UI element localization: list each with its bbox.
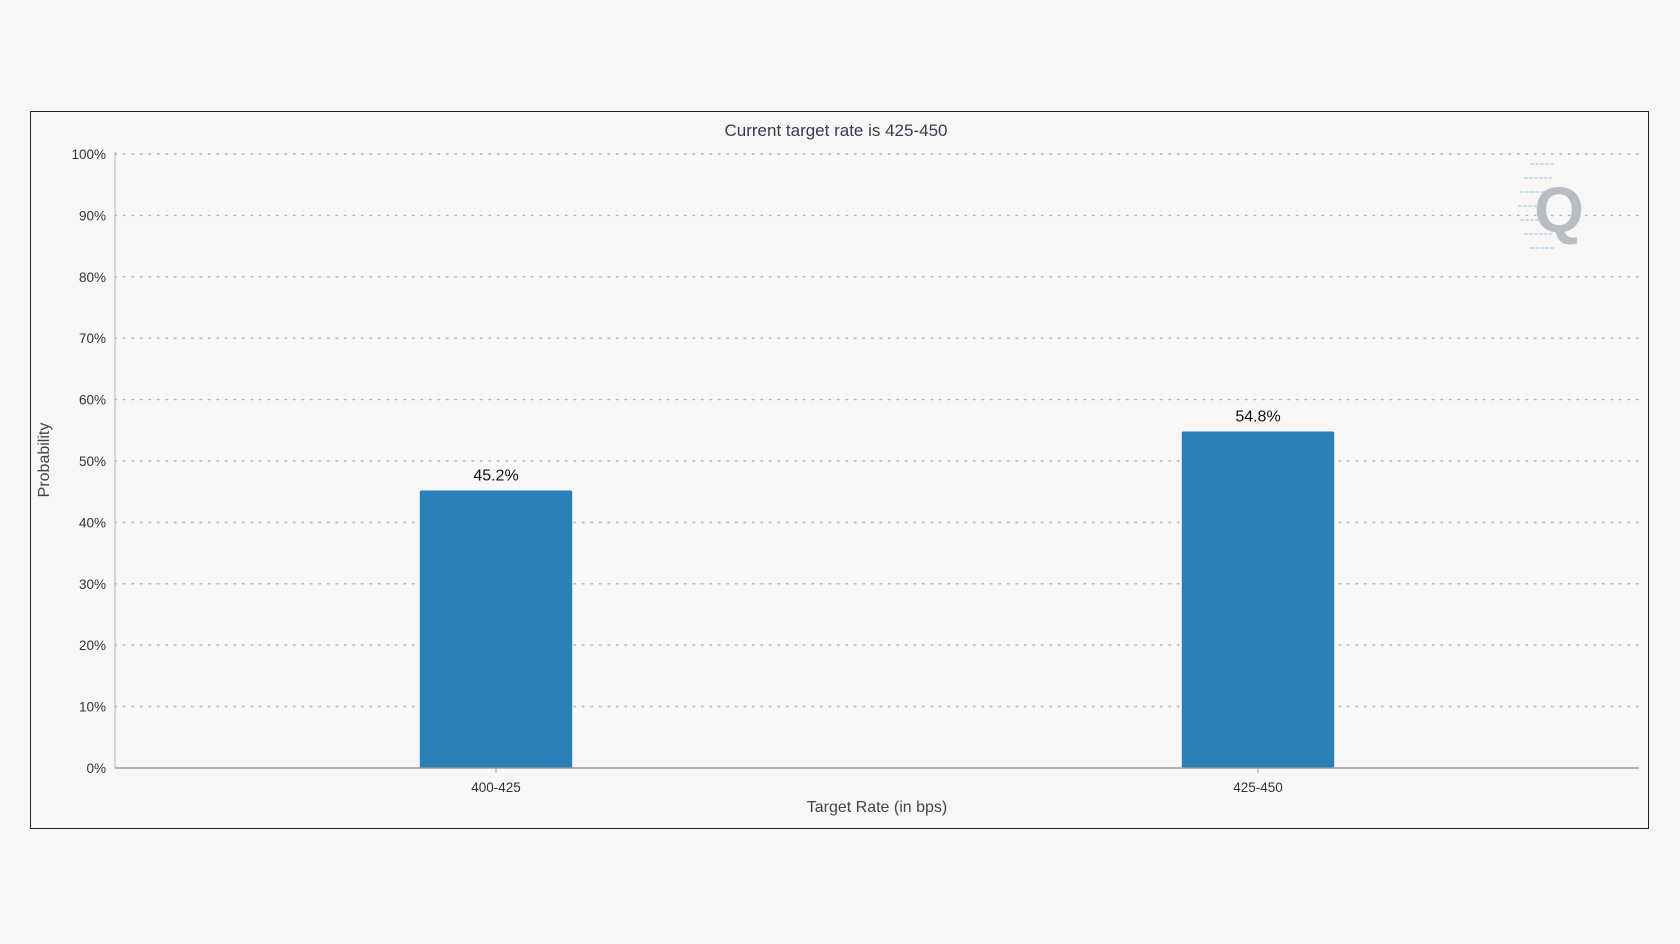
axes xyxy=(114,152,1639,769)
x-axis-label: Target Rate (in bps) xyxy=(807,799,948,816)
y-tick-label: 0% xyxy=(86,761,106,776)
y-tick-label: 40% xyxy=(79,515,106,530)
watermark-letter: Q xyxy=(1534,174,1584,246)
x-tick-label: 425-450 xyxy=(1233,780,1283,795)
chart-frame: Current target rate is 425-450 Q 0% 10% 20… xyxy=(30,111,1649,829)
y-tick-label: 70% xyxy=(79,331,106,346)
y-tick-label: 20% xyxy=(79,638,106,653)
chart-title: Current target rate is 425-450 xyxy=(724,121,947,140)
x-axis-ticks: 400-425 425-450 xyxy=(471,768,1283,795)
bar[interactable] xyxy=(419,490,573,768)
y-tick-label: 60% xyxy=(79,393,106,408)
y-tick-label: 80% xyxy=(79,270,106,285)
gridlines xyxy=(114,153,1640,708)
q-logo-watermark: Q xyxy=(1518,163,1584,249)
bars: 45.2% 54.8% xyxy=(419,409,1335,768)
bar[interactable] xyxy=(1181,431,1335,768)
y-tick-label: 100% xyxy=(71,147,106,162)
y-tick-label: 50% xyxy=(79,454,106,469)
y-tick-label: 10% xyxy=(79,700,106,715)
y-tick-label: 90% xyxy=(79,208,106,223)
bar-data-label: 45.2% xyxy=(473,467,518,484)
bar-data-label: 54.8% xyxy=(1235,409,1280,426)
y-axis-ticks: 0% 10% 20% 30% 40% 50% 60% 70% 80% 90% 100% xyxy=(71,147,106,776)
bar-chart: Current target rate is 425-450 Q 0% 10% 20… xyxy=(36,121,1640,816)
x-tick-label: 400-425 xyxy=(471,780,521,795)
y-axis-label: Probability xyxy=(36,423,53,498)
y-tick-label: 30% xyxy=(79,577,106,592)
